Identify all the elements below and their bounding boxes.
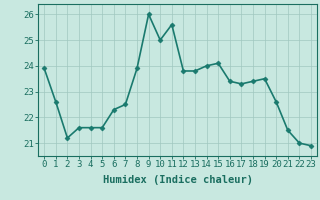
X-axis label: Humidex (Indice chaleur): Humidex (Indice chaleur) [103, 175, 252, 185]
